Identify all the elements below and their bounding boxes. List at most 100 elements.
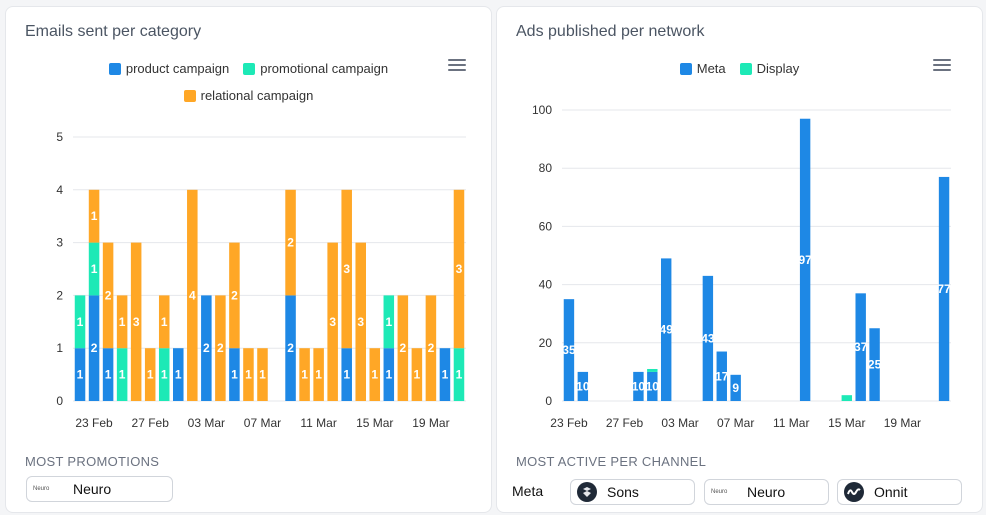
- bar-segment[interactable]: [647, 368, 658, 372]
- bar-segment[interactable]: [411, 348, 423, 401]
- bar-segment[interactable]: [341, 348, 352, 401]
- data-label: 10: [632, 379, 646, 393]
- x-tick-label: 23 Feb: [75, 416, 113, 430]
- x-tick-label: 03 Mar: [188, 416, 225, 430]
- bar-segment[interactable]: [716, 351, 727, 401]
- bar-segment[interactable]: [355, 242, 366, 401]
- bar-segment[interactable]: [938, 176, 950, 401]
- legend-item[interactable]: promotional campaign: [243, 61, 388, 76]
- bar-segment[interactable]: [313, 348, 324, 401]
- bar-segment[interactable]: [173, 348, 184, 401]
- bar-segment[interactable]: [563, 299, 575, 401]
- bar-segment[interactable]: [158, 348, 170, 401]
- brand-pill-sons[interactable]: Sons: [570, 479, 695, 505]
- bar-segment[interactable]: [257, 348, 268, 401]
- x-tick-label: 15 Mar: [828, 416, 865, 430]
- legend-item[interactable]: Meta: [679, 61, 726, 76]
- bar-segment[interactable]: [215, 295, 226, 401]
- legend-swatch: [679, 62, 692, 75]
- data-label: 1: [245, 368, 252, 382]
- data-label: 37: [854, 340, 868, 354]
- bar-segment[interactable]: [158, 295, 170, 349]
- bar-segment[interactable]: [88, 242, 100, 296]
- x-tick-label: 07 Mar: [717, 416, 754, 430]
- bar-segment[interactable]: [88, 189, 100, 243]
- data-label: 2: [217, 341, 224, 355]
- bar-segment[interactable]: [285, 189, 296, 296]
- legend-label: relational campaign: [200, 88, 314, 103]
- legend-item[interactable]: product campaign: [108, 61, 229, 76]
- bar-segment[interactable]: [116, 348, 128, 401]
- data-label: 10: [646, 379, 660, 393]
- bar-segment[interactable]: [453, 348, 465, 401]
- bar-segment[interactable]: [201, 295, 212, 401]
- x-tick-label: 23 Feb: [550, 416, 588, 430]
- brand-pill-neuro[interactable]: Neuro Neuro: [704, 479, 829, 505]
- data-label: 2: [428, 341, 435, 355]
- bar-segment[interactable]: [102, 242, 114, 349]
- bar-segment[interactable]: [841, 395, 853, 401]
- data-label: 1: [385, 368, 392, 382]
- emails-chart-card: Emails sent per category product campaig…: [5, 6, 492, 513]
- bar-segment[interactable]: [144, 348, 156, 401]
- data-label: 1: [343, 368, 350, 382]
- x-tick-label: 11 Mar: [773, 416, 809, 430]
- bar-segment[interactable]: [229, 348, 240, 401]
- data-label: 1: [119, 315, 126, 329]
- bar-segment[interactable]: [229, 242, 240, 349]
- bar-segment[interactable]: [439, 348, 451, 401]
- brand-pill-neuro[interactable]: Neuro Neuro: [26, 476, 173, 502]
- data-label: 77: [937, 282, 951, 296]
- bar-segment[interactable]: [425, 295, 437, 401]
- data-label: 2: [287, 341, 294, 355]
- chart-menu-icon[interactable]: [933, 59, 951, 73]
- bar-segment[interactable]: [397, 295, 409, 401]
- bar-segment[interactable]: [660, 258, 672, 401]
- bar-segment[interactable]: [383, 348, 395, 401]
- y-tick-label: 20: [539, 336, 553, 350]
- data-label: 43: [701, 331, 715, 345]
- sons-logo-icon: [577, 482, 597, 502]
- bar-segment[interactable]: [299, 348, 310, 401]
- legend-item[interactable]: Display: [739, 61, 799, 76]
- data-label: 1: [231, 368, 238, 382]
- bar-segment[interactable]: [285, 295, 296, 401]
- bar-segment[interactable]: [855, 293, 866, 401]
- bar-segment[interactable]: [383, 295, 395, 349]
- bar-segment[interactable]: [116, 295, 128, 349]
- most-promotions-label: MOST PROMOTIONS: [25, 454, 160, 469]
- data-label: 25: [868, 358, 882, 372]
- bar-segment[interactable]: [327, 242, 338, 401]
- data-label: 1: [315, 368, 322, 382]
- legend-item[interactable]: relational campaign: [183, 88, 314, 103]
- bar-segment[interactable]: [647, 371, 658, 401]
- ads-chart-title: Ads published per network: [516, 23, 705, 40]
- data-label: 9: [732, 381, 739, 395]
- bar-segment[interactable]: [243, 348, 254, 401]
- data-label: 1: [161, 368, 168, 382]
- bar-segment[interactable]: [102, 348, 114, 401]
- data-label: 2: [399, 341, 406, 355]
- data-label: 1: [442, 368, 449, 382]
- bar-segment[interactable]: [799, 118, 811, 401]
- bar-segment[interactable]: [74, 295, 86, 349]
- bar-segment[interactable]: [341, 189, 352, 349]
- y-tick-label: 1: [56, 341, 63, 355]
- data-label: 17: [715, 369, 729, 383]
- data-label: 1: [456, 368, 463, 382]
- bar-segment[interactable]: [633, 371, 644, 401]
- bar-segment[interactable]: [369, 348, 381, 401]
- chart-menu-icon[interactable]: [448, 59, 466, 73]
- brand-pill-onnit[interactable]: Onnit: [837, 479, 962, 505]
- bar-segment[interactable]: [88, 295, 100, 401]
- bar-segment[interactable]: [130, 242, 142, 401]
- data-label: 1: [147, 368, 154, 382]
- bar-segment[interactable]: [577, 371, 589, 401]
- neuro-logo-icon: Neuro: [711, 489, 728, 495]
- bar-segment[interactable]: [453, 189, 465, 349]
- bar-segment[interactable]: [74, 348, 86, 401]
- bar-segment[interactable]: [702, 275, 714, 401]
- bar-segment[interactable]: [869, 328, 880, 401]
- bar-segment[interactable]: [730, 374, 741, 401]
- bar-segment[interactable]: [187, 189, 198, 401]
